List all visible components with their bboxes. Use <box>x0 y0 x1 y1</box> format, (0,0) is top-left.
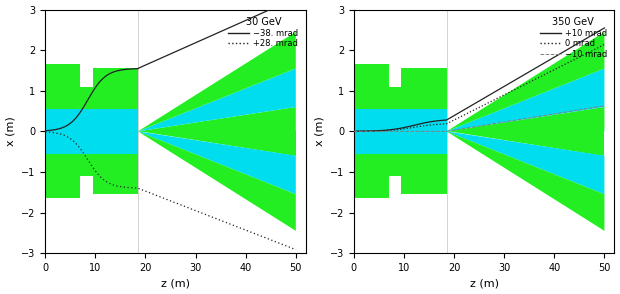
Bar <box>389 154 401 176</box>
Polygon shape <box>446 131 604 156</box>
X-axis label: z (m): z (m) <box>161 278 190 288</box>
Polygon shape <box>138 32 296 131</box>
Y-axis label: x (m): x (m) <box>6 116 16 146</box>
X-axis label: z (m): z (m) <box>469 278 498 288</box>
Polygon shape <box>446 107 604 131</box>
Bar <box>81 109 93 154</box>
Bar <box>81 87 93 109</box>
Bar <box>354 109 389 154</box>
Polygon shape <box>446 32 604 131</box>
Bar <box>401 154 446 194</box>
Polygon shape <box>138 131 296 231</box>
Polygon shape <box>446 69 604 131</box>
Bar <box>45 154 81 198</box>
Bar <box>401 109 446 154</box>
Bar <box>389 87 401 109</box>
Bar <box>354 64 389 109</box>
Bar <box>354 154 389 198</box>
Bar <box>93 109 138 154</box>
Polygon shape <box>138 107 296 131</box>
Bar <box>45 109 81 154</box>
Bar <box>93 69 138 109</box>
Bar <box>389 109 401 154</box>
Y-axis label: x (m): x (m) <box>314 116 324 146</box>
Polygon shape <box>138 69 296 131</box>
Legend: −38. mrad, +28. mrad: −38. mrad, +28. mrad <box>225 14 302 52</box>
Legend: +10 mrad, 0 mrad, −10 mrad: +10 mrad, 0 mrad, −10 mrad <box>536 14 610 62</box>
Bar <box>81 154 93 176</box>
Polygon shape <box>446 131 604 231</box>
Polygon shape <box>138 131 296 156</box>
Bar <box>401 69 446 109</box>
Bar <box>45 64 81 109</box>
Polygon shape <box>446 131 604 194</box>
Bar <box>93 154 138 194</box>
Polygon shape <box>138 131 296 194</box>
